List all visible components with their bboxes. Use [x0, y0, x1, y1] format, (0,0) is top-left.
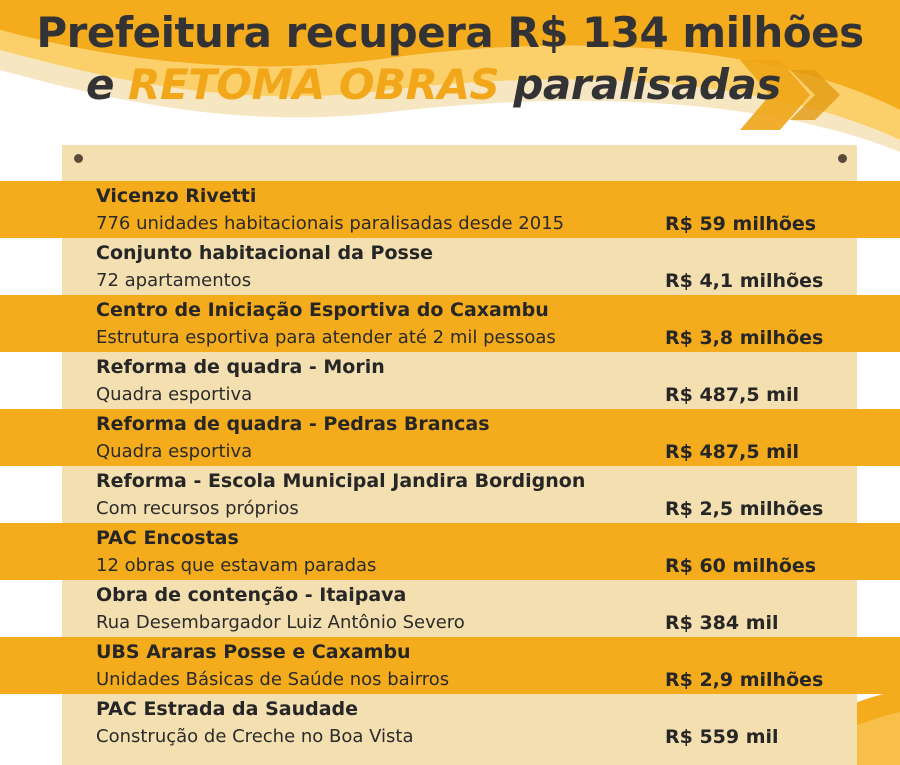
project-amount: R$ 59 milhões [665, 213, 817, 235]
project-amount: R$ 3,8 milhões [665, 327, 824, 349]
project-row: Reforma de quadra - Pedras Brancas Quadr… [0, 409, 900, 466]
project-name: UBS Araras Posse e Caxambu [96, 641, 411, 663]
project-description: Quadra esportiva [96, 384, 253, 405]
project-description: Construção de Creche no Boa Vista [96, 726, 414, 747]
project-name: Obra de contenção - Itaipava [96, 584, 407, 606]
project-row: PAC Estrada da Saudade Construção de Cre… [0, 694, 900, 751]
pin-icon [838, 154, 847, 163]
project-amount: R$ 487,5 mil [665, 384, 800, 406]
project-name: Reforma de quadra - Pedras Brancas [96, 413, 490, 435]
project-description: Estrutura esportiva para atender até 2 m… [96, 327, 556, 348]
page-title: Prefeitura recupera R$ 134 milhões [36, 8, 864, 57]
page-subtitle: e RETOMA OBRAS paralisadas [86, 60, 781, 109]
project-amount: R$ 2,5 milhões [665, 498, 824, 520]
subtitle-start: e [86, 60, 129, 109]
project-name: Centro de Iniciação Esportiva do Caxambu [96, 299, 549, 321]
project-amount: R$ 487,5 mil [665, 441, 800, 463]
project-amount: R$ 60 milhões [665, 555, 817, 577]
project-description: 12 obras que estavam paradas [96, 555, 377, 576]
project-row: Obra de contenção - Itaipava Rua Desemba… [0, 580, 900, 637]
project-row: Reforma - Escola Municipal Jandira Bordi… [0, 466, 900, 523]
project-name: Reforma de quadra - Morin [96, 356, 385, 378]
project-description: Com recursos próprios [96, 498, 299, 519]
project-amount: R$ 384 mil [665, 612, 779, 634]
project-amount: R$ 4,1 milhões [665, 270, 824, 292]
project-row: Conjunto habitacional da Posse 72 aparta… [0, 238, 900, 295]
subtitle-accent: RETOMA OBRAS [128, 60, 500, 109]
project-amount: R$ 2,9 milhões [665, 669, 824, 691]
project-row: Vicenzo Rivetti 776 unidades habitaciona… [0, 181, 900, 238]
project-name: Reforma - Escola Municipal Jandira Bordi… [96, 470, 586, 492]
project-row: UBS Araras Posse e Caxambu Unidades Bási… [0, 637, 900, 694]
project-description: Quadra esportiva [96, 441, 253, 462]
project-description: Rua Desembargador Luiz Antônio Severo [96, 612, 465, 633]
project-description: 72 apartamentos [96, 270, 252, 291]
pin-icon [74, 154, 83, 163]
project-description: 776 unidades habitacionais paralisadas d… [96, 213, 565, 234]
project-name: Conjunto habitacional da Posse [96, 242, 434, 264]
project-amount: R$ 559 mil [665, 726, 779, 748]
project-row: Reforma de quadra - Morin Quadra esporti… [0, 352, 900, 409]
project-name: PAC Estrada da Saudade [96, 698, 359, 720]
project-row: PAC Encostas 12 obras que estavam parada… [0, 523, 900, 580]
project-name: PAC Encostas [96, 527, 239, 549]
project-row: Centro de Iniciação Esportiva do Caxambu… [0, 295, 900, 352]
subtitle-end: paralisadas [499, 60, 781, 109]
project-name: Vicenzo Rivetti [96, 185, 257, 207]
project-description: Unidades Básicas de Saúde nos bairros [96, 669, 450, 690]
